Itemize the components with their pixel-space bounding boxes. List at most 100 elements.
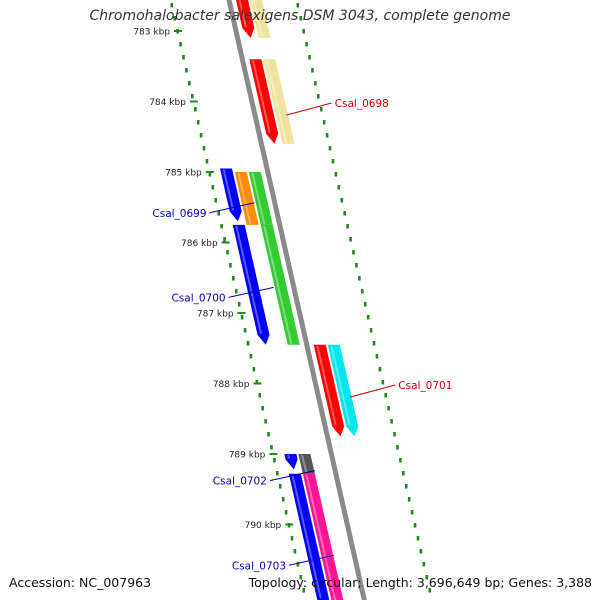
gene-label[interactable]: Csal_0700 bbox=[171, 292, 225, 304]
gene-label[interactable]: Csal_0698 bbox=[335, 98, 389, 110]
kbp-tick-label: 787 kbp bbox=[197, 310, 234, 320]
gene-feature-blue[interactable] bbox=[288, 473, 330, 600]
left-guide-dot bbox=[185, 68, 188, 73]
gene-feature-highlight bbox=[291, 474, 322, 599]
left-guide-dot bbox=[179, 42, 182, 47]
kbp-tick-label: 785 kbp bbox=[165, 169, 202, 179]
right-guide-dot bbox=[419, 549, 423, 554]
genome-backbone bbox=[226, 0, 367, 600]
gene-feature-blue[interactable] bbox=[284, 454, 298, 470]
right-guide-dot bbox=[299, 16, 303, 21]
right-guide-dot bbox=[317, 94, 320, 99]
right-guide-dot bbox=[358, 276, 361, 281]
left-guide-dot bbox=[202, 146, 206, 151]
left-guide-dot bbox=[293, 549, 297, 554]
right-guide-dot bbox=[387, 406, 390, 411]
gene-label[interactable]: Csal_0702 bbox=[213, 476, 267, 488]
right-guide-dot bbox=[360, 289, 364, 294]
left-guide-dot bbox=[214, 198, 218, 203]
left-guide-dot bbox=[217, 211, 220, 216]
gene-label-leader bbox=[209, 202, 255, 214]
gene-feature-highlight bbox=[263, 225, 293, 344]
left-guide-dot bbox=[237, 302, 241, 307]
gene-feature-highlight bbox=[265, 59, 288, 144]
left-guide-dot bbox=[243, 328, 247, 333]
gene-feature-green[interactable] bbox=[248, 172, 273, 225]
left-guide-dot bbox=[234, 289, 238, 294]
left-guide-dot bbox=[193, 107, 197, 112]
right-guide-dot bbox=[311, 68, 314, 73]
right-guide-dot bbox=[416, 536, 420, 541]
gene-feature-highlight bbox=[222, 169, 235, 211]
right-guide-dot bbox=[334, 172, 338, 177]
gene-feature-highlight bbox=[251, 59, 271, 134]
gene-feature-red[interactable] bbox=[313, 344, 345, 437]
gene-feature-pale_yellow[interactable] bbox=[263, 59, 295, 144]
left-guide-dot bbox=[261, 406, 264, 411]
right-guide-dot bbox=[390, 419, 393, 424]
gene-label[interactable]: Csal_0701 bbox=[398, 380, 452, 392]
gene-feature-highlight bbox=[238, 0, 247, 28]
right-guide-dot bbox=[384, 393, 388, 398]
gene-label[interactable]: Csal_0699 bbox=[152, 208, 206, 220]
map-title: Chromohalobacter salexigens DSM 3043, co… bbox=[89, 8, 511, 24]
left-guide-dot bbox=[232, 276, 235, 281]
right-guide-dot bbox=[349, 237, 352, 242]
gene-feature-highlight bbox=[305, 474, 337, 600]
left-guide-dot bbox=[240, 315, 244, 320]
left-guide-dot bbox=[252, 367, 256, 372]
gene-feature-red[interactable] bbox=[249, 59, 279, 144]
gene-feature-pink[interactable] bbox=[302, 473, 346, 600]
kbp-tick-label: 788 kbp bbox=[213, 380, 250, 390]
gene-labels: Csal_0698 Csal_0699 Csal_0700 Csal_0701 Csal… bbox=[152, 98, 452, 572]
left-guide-dot bbox=[246, 341, 250, 346]
right-guide-dot bbox=[319, 107, 323, 112]
left-guide-dot bbox=[302, 588, 306, 593]
gene-feature-highlight bbox=[252, 0, 264, 38]
left-guide-dot bbox=[273, 458, 276, 463]
gene-feature-cyan[interactable] bbox=[327, 344, 359, 437]
left-guide-dot bbox=[199, 133, 203, 138]
gene-label[interactable]: Csal_0703 bbox=[232, 560, 286, 572]
left-guide-dot bbox=[276, 471, 279, 476]
right-guide-dot bbox=[366, 315, 370, 320]
gene-label-leader bbox=[350, 384, 396, 398]
right-guide-dot bbox=[305, 42, 308, 47]
gene-feature-highlight bbox=[316, 345, 337, 426]
gene-feature-blue[interactable] bbox=[232, 224, 270, 345]
left-guide-dot bbox=[281, 497, 285, 502]
genome-summary-text: Topology: circular; Length: 3,696,649 bp… bbox=[248, 575, 592, 590]
gene-feature-dark_gray[interactable] bbox=[298, 454, 315, 474]
left-guide-dot bbox=[208, 172, 212, 177]
gene-feature-orange[interactable] bbox=[234, 172, 259, 225]
gene-label-leader bbox=[286, 102, 332, 116]
gene-feature-highlight bbox=[235, 225, 263, 334]
gene-feature-highlight bbox=[237, 172, 252, 225]
right-guide-dot bbox=[337, 185, 341, 190]
left-guide-dot bbox=[299, 575, 303, 580]
gene-feature-green[interactable] bbox=[260, 224, 300, 345]
left-guide-dot bbox=[267, 432, 270, 437]
gene-feature-highlight bbox=[251, 172, 266, 225]
gene-feature-red[interactable] bbox=[232, 0, 255, 39]
left-guide-dot bbox=[226, 250, 229, 255]
gene-feature-blue[interactable] bbox=[220, 168, 242, 222]
right-guide-dot bbox=[325, 133, 329, 138]
right-guide-dot bbox=[381, 380, 385, 385]
left-guide-dot bbox=[205, 159, 209, 164]
left-guide-dot bbox=[182, 55, 185, 60]
gene-feature-pale_yellow[interactable] bbox=[246, 0, 271, 39]
right-guide-dot bbox=[399, 458, 402, 463]
right-guide-dot bbox=[355, 263, 358, 268]
left-guide-dot bbox=[249, 354, 253, 359]
left-guide-dot bbox=[258, 393, 262, 398]
right-guide-dot bbox=[404, 484, 408, 489]
right-guide-dot bbox=[369, 328, 373, 333]
left-guide-dot bbox=[191, 94, 194, 99]
right-guide-dot bbox=[425, 575, 429, 580]
left-guide-dot bbox=[211, 185, 215, 190]
right-guide-dot bbox=[413, 523, 417, 528]
left-guide-dot bbox=[264, 419, 267, 424]
